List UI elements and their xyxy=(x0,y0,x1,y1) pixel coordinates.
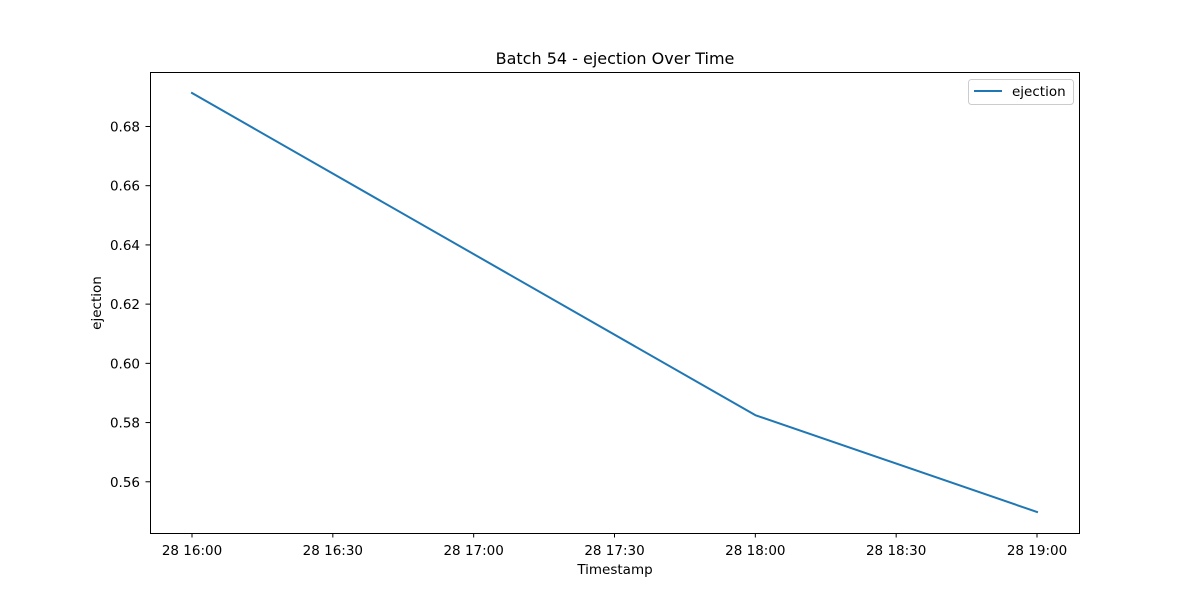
x-tick-label: 28 16:00 xyxy=(162,543,222,559)
x-tick-label: 28 19:00 xyxy=(1007,543,1067,559)
x-tick-label: 28 17:30 xyxy=(584,543,644,559)
chart-title: Batch 54 - ejection Over Time xyxy=(496,49,735,68)
x-tick-label: 28 18:00 xyxy=(725,543,785,559)
y-axis-ticks: 0.56 0.58 0.60 0.62 0.64 0.66 0.68 xyxy=(110,119,150,491)
y-tick-label: 0.68 xyxy=(110,119,140,135)
x-axis-ticks: 28 16:00 28 16:30 28 17:00 28 17:30 28 18:00… xyxy=(162,533,1067,559)
y-tick-label: 0.58 xyxy=(110,416,140,432)
y-tick-label: 0.66 xyxy=(110,179,140,195)
y-tick-label: 0.62 xyxy=(110,297,140,313)
legend-box xyxy=(968,79,1074,105)
y-axis-label: ejection xyxy=(89,276,105,330)
legend-label: ejection xyxy=(1012,84,1066,100)
x-tick-label: 28 18:30 xyxy=(866,543,926,559)
x-axis-label: Timestamp xyxy=(576,562,652,578)
legend: ejection xyxy=(968,79,1074,105)
y-tick-label: 0.64 xyxy=(110,238,140,254)
plot-marks xyxy=(190,91,1039,514)
x-tick-label: 28 16:30 xyxy=(303,543,363,559)
y-tick-label: 0.60 xyxy=(110,356,140,372)
x-tick-label: 28 17:00 xyxy=(443,543,503,559)
y-tick-label: 0.56 xyxy=(110,475,140,491)
